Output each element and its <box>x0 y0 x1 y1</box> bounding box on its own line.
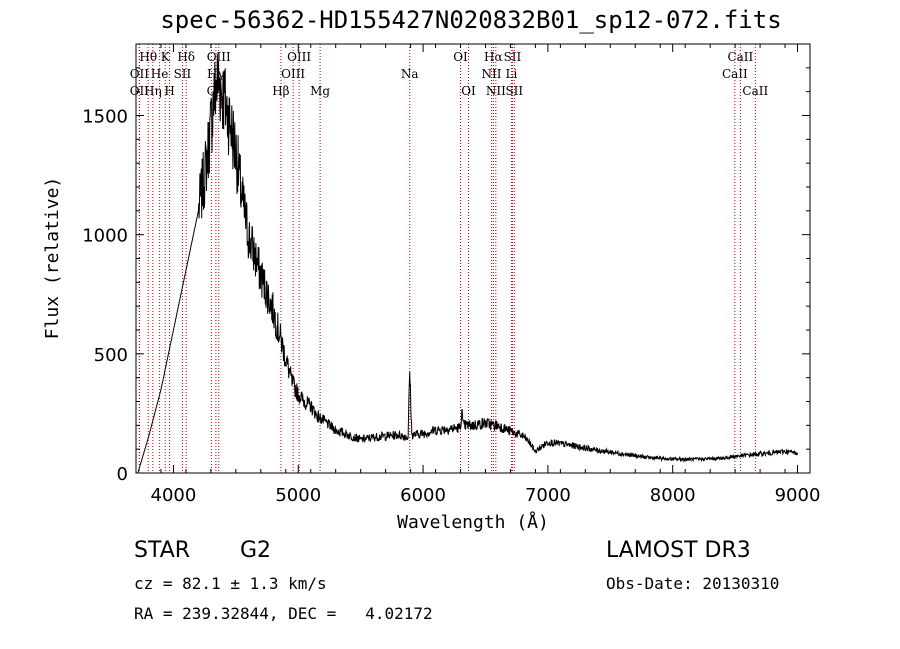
obs-date: Obs-Date: 20130310 <box>606 574 780 593</box>
spectral-line-label: Hη <box>144 84 162 98</box>
spectral-line-label: Hδ <box>177 50 195 64</box>
spectral-line-label: CaII <box>742 84 768 98</box>
spectral-line-label: SII <box>174 67 192 81</box>
x-tick-label: 8000 <box>650 485 696 506</box>
spectral-line-label: Hγ <box>207 67 225 81</box>
spectral-line-label: OIII <box>281 67 305 81</box>
spectral-line-label: He <box>151 67 169 81</box>
x-tick-label: 4000 <box>151 485 197 506</box>
spectrum-series-line <box>137 53 798 473</box>
spectral-line-label: H <box>164 84 174 98</box>
survey-name: LAMOST DR3 <box>606 538 751 563</box>
object-type: STAR <box>134 538 191 563</box>
x-axis-label: Wavelength (Å) <box>397 511 549 533</box>
spectral-line-label: OI <box>453 50 468 64</box>
x-tick-label: 5000 <box>275 485 321 506</box>
spectral-line-label: Mg <box>310 84 330 98</box>
x-tick-label: 9000 <box>775 485 821 506</box>
spectral-line-label: Li <box>506 67 518 81</box>
coordinates: RA = 239.32844, DEC = 4.02172 <box>134 604 433 623</box>
spectral-line-label: SII <box>505 84 523 98</box>
spectral-line-label: OIII <box>287 50 311 64</box>
x-tick-label: 7000 <box>525 485 571 506</box>
y-tick-label: 1500 <box>82 107 128 128</box>
spectral-line-label: Hα <box>484 50 503 64</box>
spectral-line-label: SII <box>504 50 522 64</box>
spectral-line-label: Hθ <box>139 50 157 64</box>
spectral-line-label: Na <box>401 67 419 81</box>
object-subclass: G2 <box>240 538 272 563</box>
spectral-line-label: NII <box>481 67 501 81</box>
spectral-line-label: CaII <box>722 67 748 81</box>
spectral-line-label: CaII <box>727 50 753 64</box>
y-tick-label: 500 <box>94 345 128 366</box>
spectral-line-label: G <box>207 84 217 98</box>
y-axis-label: Flux (relative) <box>42 177 63 340</box>
chart-title: spec-56362-HD155427N020832B01_sp12-072.f… <box>160 6 782 34</box>
spectral-line-label: OII <box>130 84 150 98</box>
spectral-line-label: OI <box>461 84 476 98</box>
spectral-line-label: OIII <box>207 50 231 64</box>
spectral-line-label: NII <box>486 84 506 98</box>
plot-frame <box>135 43 811 474</box>
spectral-line-label: Hβ <box>272 84 289 98</box>
y-tick-label: 0 <box>117 464 128 485</box>
redshift-text: cz = 82.1 ± 1.3 km/s <box>134 574 327 593</box>
spectral-line-label: K <box>161 50 171 64</box>
y-tick-label: 1000 <box>82 226 128 247</box>
x-tick-label: 6000 <box>400 485 446 506</box>
